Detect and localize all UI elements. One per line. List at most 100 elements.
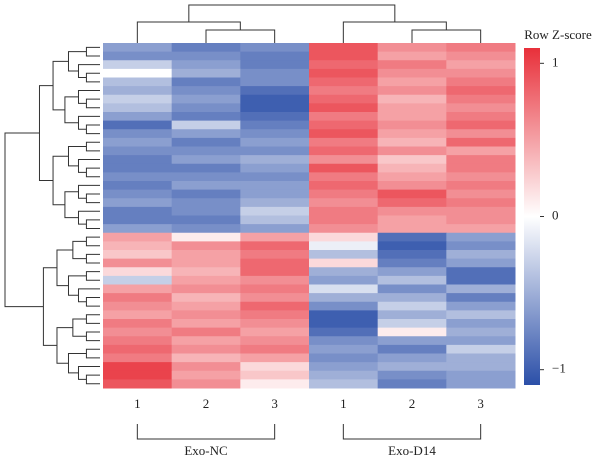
heat-cell [103,301,173,311]
heat-cell [377,68,447,78]
heat-cell [103,336,173,346]
heat-cell [377,327,447,337]
heat-cell [171,155,241,165]
heat-cell [309,336,379,346]
colorbar-tick-label: −1 [552,361,566,376]
row-dendrogram [67,51,87,72]
heat-cell [377,241,447,251]
heat-cell [446,327,516,337]
group-bracket [342,424,482,440]
heat-cell [446,379,516,389]
heat-cell [309,198,379,208]
heat-cell [309,224,379,234]
heat-cell [377,155,447,165]
column-label: 2 [409,396,416,411]
heat-cell [309,250,379,260]
heat-cell [446,189,516,199]
heat-cell [446,77,516,87]
heat-cell [446,353,516,363]
heat-cell [240,103,310,113]
group-bracket [136,424,276,440]
heat-cell [103,198,173,208]
heat-cell [171,86,241,96]
heat-cell [446,137,516,147]
row-dendrogram [85,253,100,264]
heat-cell [446,224,516,234]
heat-cell [377,379,447,389]
heat-cell [309,77,379,87]
heat-cell [446,267,516,277]
heat-cell [103,206,173,216]
row-dendrogram [85,271,100,281]
heat-cell [377,163,447,173]
heat-cell [171,362,241,372]
heat-cell [446,43,516,53]
heat-cell [171,319,241,329]
heat-cell [240,232,310,242]
row-dendrogram [42,267,57,346]
heat-cell [103,51,173,61]
heat-cell [240,353,310,363]
heat-cell [171,250,241,260]
heat-cell [446,275,516,285]
heat-cell [377,232,447,242]
row-dendrogram [77,115,100,130]
heat-cell [240,189,310,199]
heat-cell [171,241,241,251]
heat-cell [309,155,379,165]
heat-cell [240,43,310,53]
heat-cell [377,275,447,285]
heat-cell [377,146,447,156]
heat-cell [377,112,447,122]
row-dendrogram [85,72,100,83]
heat-cell [309,51,379,61]
heat-cell [171,181,241,191]
row-dendrogram [72,240,87,260]
heat-cell [240,129,310,139]
heat-cell [377,137,447,147]
group-label: Exo-D14 [388,443,436,458]
row-dendrogram [85,98,100,109]
heat-cell [240,206,310,216]
heat-cell [103,353,173,363]
heat-cell [103,172,173,182]
heat-cell [446,301,516,311]
heat-cell [309,60,379,70]
heat-cell [377,301,447,311]
heat-cell [309,94,379,104]
colorbar-tick-label: 0 [552,207,559,222]
heat-cell [377,370,447,380]
heat-cell [309,120,379,130]
heat-cell [446,60,516,70]
heat-cell [103,250,173,260]
heat-cell [240,120,310,130]
heat-cell [103,94,173,104]
row-dendrogram [85,296,100,307]
heat-cell [240,258,310,268]
heat-cell [446,241,516,251]
heat-cell [446,86,516,96]
heat-cell [309,232,379,242]
heat-cell [103,258,173,268]
heat-cell [446,181,516,191]
heat-cell [171,43,241,53]
heat-cell [446,370,516,380]
heat-cell [309,68,379,78]
heat-cell [309,206,379,216]
heat-cell [171,77,241,87]
row-dendrogram [85,331,100,342]
heat-cell [309,284,379,294]
heat-cell [377,258,447,268]
heat-cell [103,327,173,337]
heat-cell [377,293,447,303]
row-dendrogram [85,314,100,324]
heat-cell [446,232,516,242]
colorbar-tick-label: 1 [552,54,559,69]
heat-cell [240,60,310,70]
heat-cell [377,189,447,199]
heat-cell [240,241,310,251]
heat-cell [377,344,447,354]
heat-cell [446,336,516,346]
heat-cell [377,319,447,329]
